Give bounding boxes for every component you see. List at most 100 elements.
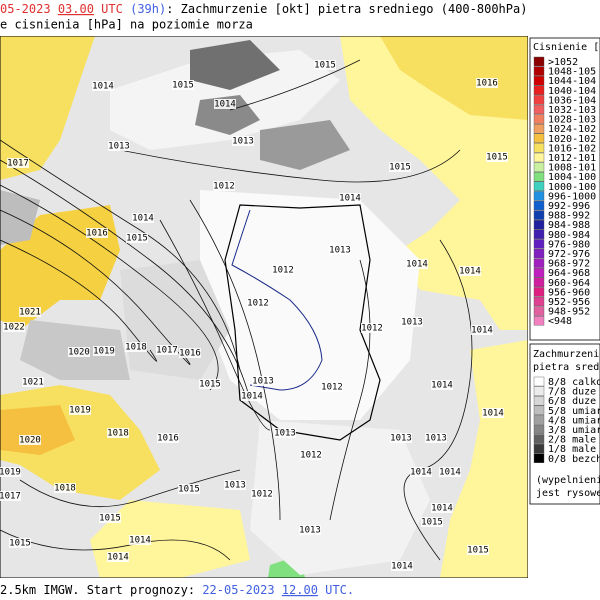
label-background xyxy=(300,450,322,460)
isobar-label-text: 1015 xyxy=(199,380,221,390)
label-background xyxy=(329,245,351,255)
isobar-label-text: 1012 xyxy=(361,324,383,334)
legend-swatch xyxy=(533,123,545,134)
legend-title: Zachmurzenie xyxy=(533,349,600,360)
isobar-label: 1015 xyxy=(199,379,221,390)
fill-area xyxy=(380,36,528,120)
legend-label: 964-968 xyxy=(548,268,590,279)
isobar xyxy=(119,149,461,183)
isobar-label-text: 1014 xyxy=(92,82,114,92)
cloud-area xyxy=(200,190,420,420)
isobar-label-text: 1014 xyxy=(339,194,361,204)
label-background xyxy=(9,538,31,548)
legend-label: 1028-103 xyxy=(548,115,596,126)
isobar-label: 1013 xyxy=(329,245,351,256)
isobar-label: 1012 xyxy=(300,450,322,461)
legend-label: 996-1000 xyxy=(548,191,596,202)
isobar-label-text: 1012 xyxy=(272,266,294,276)
river xyxy=(231,209,323,391)
legend-label: 1004-100 xyxy=(548,172,596,183)
isobar-label: 1019 xyxy=(93,346,115,357)
legend-swatch xyxy=(533,191,545,201)
label-background xyxy=(232,136,254,146)
isobar-label-text: 1015 xyxy=(9,539,31,549)
isobar-label: 1015 xyxy=(126,233,148,244)
label-background xyxy=(390,433,412,443)
label-background xyxy=(471,325,493,335)
isobar-label-text: 1014 xyxy=(431,504,453,514)
label-background xyxy=(406,259,428,269)
legend-label: 988-992 xyxy=(548,211,590,222)
label-background xyxy=(178,484,200,494)
isobar xyxy=(229,59,361,111)
fill-area xyxy=(0,36,95,180)
legend-label: 952-956 xyxy=(548,297,590,308)
isobar-label-text: 1015 xyxy=(467,546,489,556)
legend-swatch xyxy=(533,229,545,240)
legend-swatch xyxy=(533,171,545,182)
isobar-label: 1012 xyxy=(361,323,383,334)
isobar-label: 1012 xyxy=(251,489,273,500)
isobar-label: 1016 xyxy=(86,228,108,239)
legend-label: 984-988 xyxy=(548,220,590,231)
isobar-label: 1019 xyxy=(69,405,91,416)
label-background xyxy=(86,228,108,238)
isobar-label: 1014 xyxy=(410,467,432,478)
isobar-label: 1013 xyxy=(299,525,321,536)
cloud-area xyxy=(260,120,350,170)
isobar xyxy=(0,184,219,391)
cloud-area xyxy=(0,190,40,245)
isobar-label: 1014 xyxy=(391,561,413,572)
isobar-label: 1012 xyxy=(213,181,235,192)
footer-text: 2.5km IMGW. Start prognozy: xyxy=(0,583,195,597)
label-background xyxy=(213,181,235,191)
isobar-label-text: 1014 xyxy=(459,267,481,277)
isobar-label-text: 1013 xyxy=(401,318,423,328)
label-background xyxy=(439,467,461,477)
isobar-label: 1016 xyxy=(157,433,179,444)
legend-label: 0/8 bezch xyxy=(548,454,600,465)
isobar-label: 1014 xyxy=(431,503,453,514)
legend-swatch xyxy=(533,434,545,444)
isobar xyxy=(0,159,251,401)
isobar-label: 1017 xyxy=(7,158,29,169)
isobar-label-text: 1016 xyxy=(86,229,108,239)
legend-swatch xyxy=(533,210,545,220)
legend-swatch xyxy=(533,200,545,211)
isobar-label-text: 1012 xyxy=(300,451,322,461)
isobar-label: 1013 xyxy=(401,317,423,328)
isobar-label: 1017 xyxy=(0,491,21,502)
fill-area xyxy=(440,340,528,578)
fill-area xyxy=(90,500,250,578)
isobar-label: 1013 xyxy=(274,428,296,439)
isobar-label-text: 1014 xyxy=(471,326,493,336)
isobar-label-text: 1013 xyxy=(390,434,412,444)
legend-swatch xyxy=(533,219,545,230)
label-background xyxy=(3,322,25,332)
legend-swatch xyxy=(533,133,545,144)
label-background xyxy=(93,346,115,356)
legend-swatch xyxy=(533,287,545,297)
isobar-label: 1018 xyxy=(125,342,147,353)
legend-swatch xyxy=(533,424,545,435)
legend-label: 1008-101 xyxy=(548,163,596,174)
isobar-label: 1012 xyxy=(321,382,343,393)
footer-utc: UTC. xyxy=(325,583,354,597)
legend-swatch xyxy=(533,258,545,268)
isobar-label-text: 1012 xyxy=(321,383,343,393)
isobar-label: 1021 xyxy=(22,377,44,388)
legend-swatch xyxy=(533,306,545,316)
header-date: 05-2023 xyxy=(0,2,51,16)
cloud-area xyxy=(250,420,430,575)
label-background xyxy=(22,377,44,387)
label-background xyxy=(179,348,201,358)
isobar-label-text: 1019 xyxy=(93,347,115,357)
isobar xyxy=(159,219,271,431)
isobar-label: 1016 xyxy=(179,348,201,359)
label-background xyxy=(274,428,296,438)
isobar-label-text: 1018 xyxy=(107,429,129,439)
isobar-label-text: 1014 xyxy=(406,260,428,270)
country-border xyxy=(224,204,381,441)
isobar-label: 1016 xyxy=(476,78,498,89)
